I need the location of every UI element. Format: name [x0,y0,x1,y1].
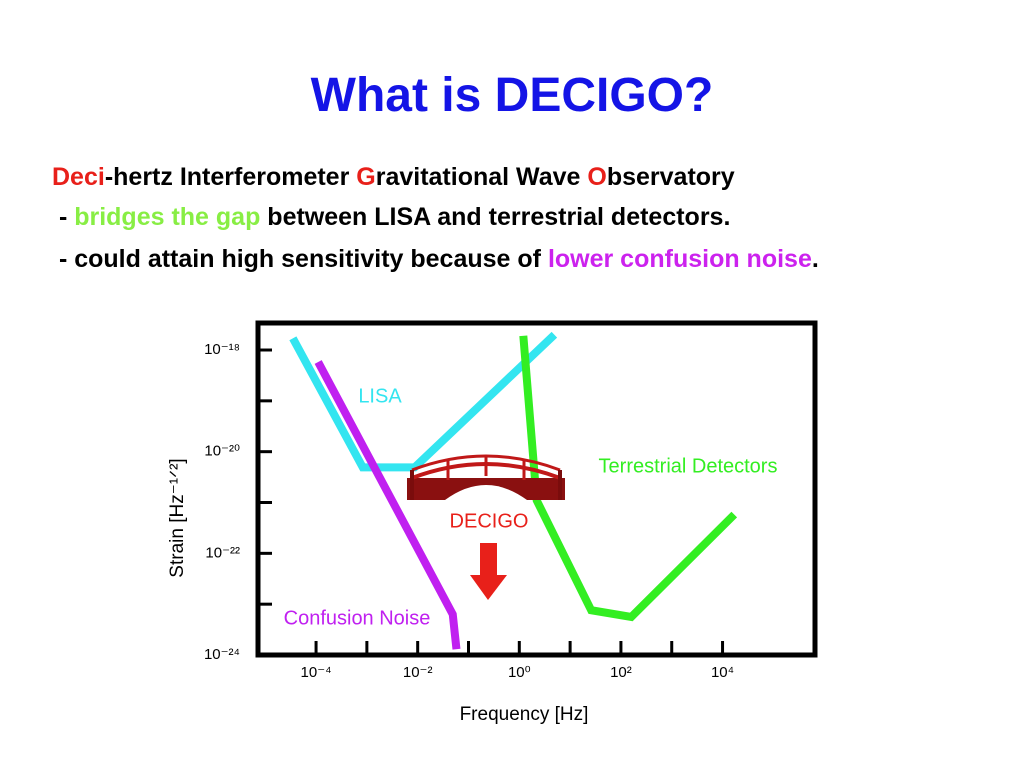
series-label: Confusion Noise [284,607,431,629]
text-segment: . [811,245,819,273]
x-axis-label: Frequency [Hz] [460,704,589,725]
y-tick-label: 10⁻²² [205,544,240,561]
text-segment: bridges the gap [74,203,261,231]
slide-title: What is DECIGO? [310,69,714,122]
series-line [289,331,558,472]
text-segment: Deci [52,163,105,191]
body-line: Deci-hertz Interferometer Gravitational … [52,163,735,192]
series-label: Terrestrial Detectors [599,455,778,477]
series-label: LISA [358,385,402,407]
x-tick-label: 10⁰ [508,664,531,681]
x-tick-label: 10² [610,664,632,681]
down-arrow [470,543,507,600]
body-line: - bridges the gap between LISA and terre… [52,203,730,232]
y-tick-label: 10⁻¹⁸ [204,341,240,358]
decigo-bridge-icon [407,454,565,500]
y-tick-label: 10⁻²⁰ [204,443,240,460]
x-tick-label: 10⁴ [711,664,734,681]
series-line [519,335,738,622]
body-line: - could attain high sensitivity because … [52,245,819,274]
annotation: DECIGO [450,510,529,532]
text-segment: -hertz Interferometer [104,163,357,191]
text-segment: between LISA and terrestrial detectors. [260,203,731,231]
text-segment: O [587,163,607,191]
x-tick-label: 10⁻² [403,664,433,681]
text-segment: lower confusion noise [547,245,812,273]
x-tick-label: 10⁻⁴ [301,664,332,681]
series-line [314,360,461,650]
text-segment: G [356,163,376,191]
text-segment: bservatory [606,163,735,191]
text-segment: ravitational Wave [375,163,588,191]
y-axis-label: Strain [Hz⁻¹ᐟ²] [167,458,188,577]
text-segment: - could attain high sensitivity because … [52,245,548,273]
plot-frame [255,320,818,658]
y-tick-label: 10⁻²⁴ [204,646,240,663]
text-segment: - [52,203,75,231]
